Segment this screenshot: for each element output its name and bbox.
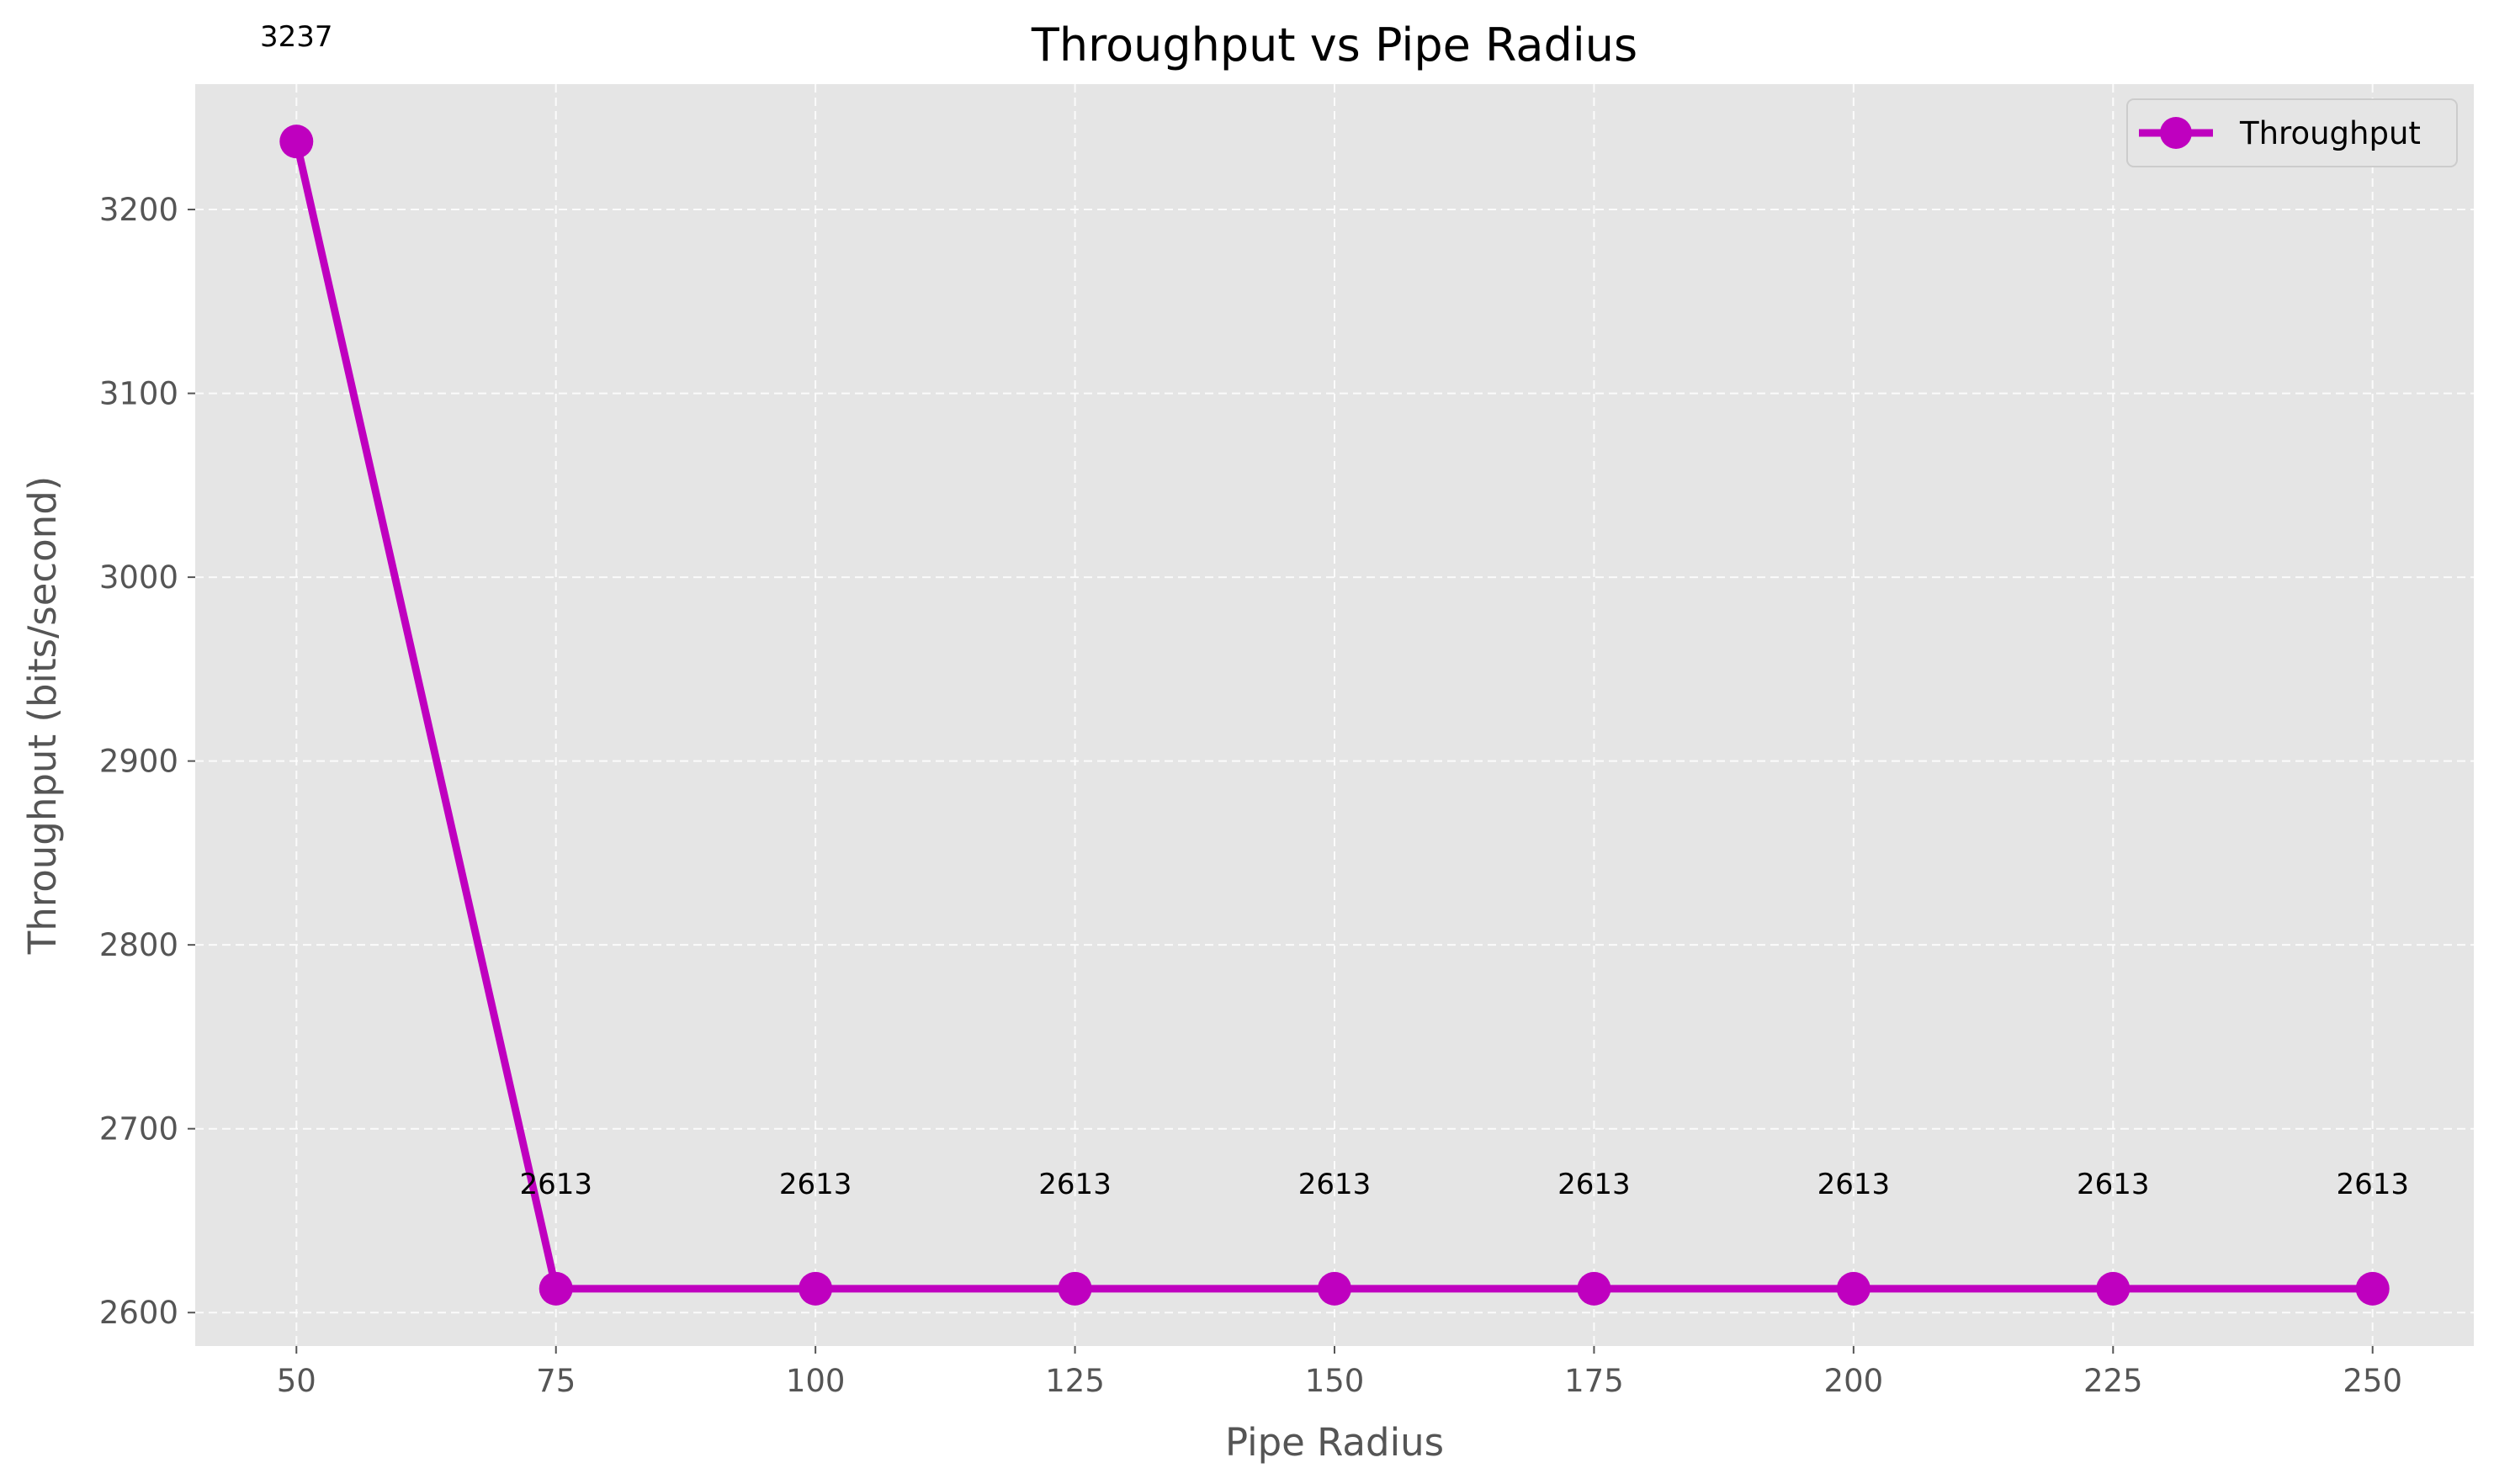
x-tick-label: 100 [786, 1363, 846, 1399]
y-tick-label: 3100 [99, 376, 178, 412]
y-tick-label: 2700 [99, 1111, 178, 1147]
x-tick-label: 75 [536, 1363, 576, 1399]
x-tick-label: 175 [1564, 1363, 1624, 1399]
data-point [279, 125, 314, 159]
y-tick-label: 2900 [99, 744, 178, 780]
x-tick-label: 50 [277, 1363, 316, 1399]
y-axis-ticks: 2600 2700 2800 2900 3000 3100 3200 [99, 192, 195, 1331]
data-point [2096, 1271, 2131, 1306]
y-tick-label: 2800 [99, 927, 178, 963]
data-point [1058, 1271, 1092, 1306]
legend: Throughput [2126, 98, 2458, 167]
data-labels: 3237 2613 2613 2613 2613 2613 2613 2613 2613 [260, 20, 2409, 1201]
x-tick-label: 150 [1305, 1363, 1365, 1399]
x-axis-ticks: 50 75 100 125 150 175 200 225 250 [277, 1346, 2402, 1399]
data-label: 2613 [1817, 1168, 1891, 1201]
data-label: 2613 [779, 1168, 852, 1201]
y-tick-label: 2600 [99, 1295, 178, 1331]
legend-box [2126, 98, 2458, 167]
y-tick-label: 3200 [99, 192, 178, 228]
series-throughput [279, 125, 2390, 1306]
data-label: 2613 [1038, 1168, 1112, 1201]
data-label: 2613 [2077, 1168, 2150, 1201]
legend-marker-throughput [2160, 117, 2192, 149]
data-point [1318, 1271, 1351, 1306]
x-tick-label: 250 [2343, 1363, 2402, 1399]
data-label: 2613 [519, 1168, 592, 1201]
x-tick-label: 200 [1824, 1363, 1884, 1399]
data-point [799, 1271, 833, 1306]
data-label: 3237 [260, 20, 333, 54]
x-axis-title: Pipe Radius [1225, 1420, 1444, 1465]
grid [195, 84, 2474, 1346]
x-tick-label: 225 [2083, 1363, 2143, 1399]
data-label: 2613 [2336, 1168, 2409, 1201]
data-point [2355, 1271, 2390, 1306]
y-axis-title: Throughput (bits/second) [20, 476, 65, 956]
chart-title: Throughput vs Pipe Radius [1031, 19, 1637, 72]
data-point [1577, 1271, 1611, 1306]
data-label: 2613 [1298, 1168, 1372, 1201]
data-point [1836, 1271, 1870, 1306]
data-label: 2613 [1557, 1168, 1631, 1201]
y-tick-label: 3000 [99, 559, 178, 596]
x-tick-label: 125 [1045, 1363, 1105, 1399]
legend-label-throughput: Throughput [2239, 115, 2421, 151]
data-point [539, 1271, 573, 1306]
